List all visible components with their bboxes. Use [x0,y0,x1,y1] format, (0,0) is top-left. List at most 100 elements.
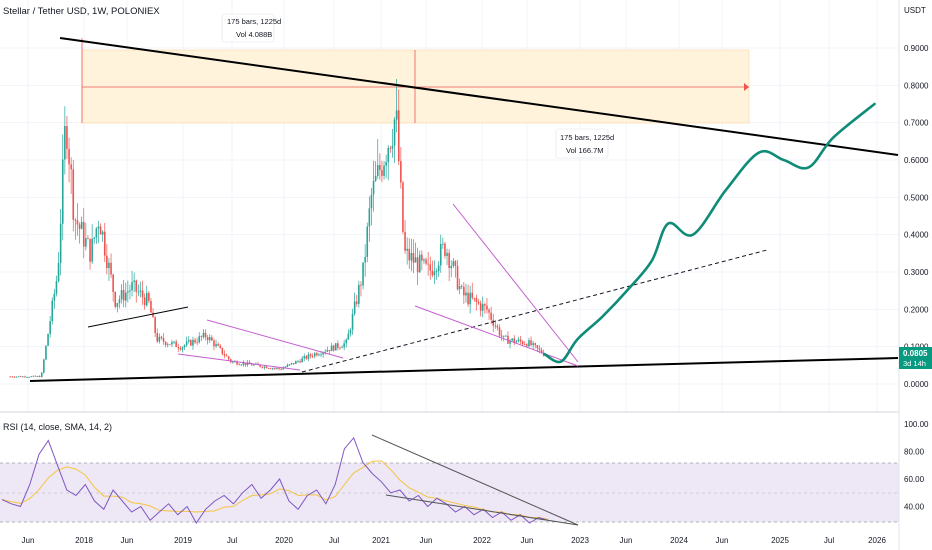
candle-body [530,340,532,346]
candle-body [66,126,68,149]
candle-body [47,333,49,346]
candle-body [372,180,375,195]
candle-body [528,340,530,347]
projection-curve[interactable] [543,102,876,364]
rsi-band [0,463,899,522]
dashed-trendline[interactable] [301,249,768,373]
candle-body [131,281,133,291]
rsi-trendline-bottom[interactable] [385,494,579,526]
candle-body [70,164,72,170]
measure-tooltip-1-vol: Vol 4.088B [236,30,272,39]
candle-body [11,376,14,378]
rsi-tick-label: 100.00 [904,420,929,429]
candle-body [328,350,331,352]
rsi-line[interactable] [1,436,549,524]
candle-body [127,291,129,293]
time-tick-label: 2026 [868,536,886,545]
candle-body [368,208,371,227]
price-tick-label: 0.4000 [904,231,929,240]
symbol-title[interactable]: Stellar / Tether USD, 1W, POLONIEX [3,6,160,17]
lower-trendline[interactable] [29,357,899,382]
wedge-1-top[interactable] [206,319,344,359]
candle-body [208,337,211,341]
candle-body [465,292,467,296]
candle-body [49,321,51,334]
candle-body [133,280,135,282]
candle-body [433,271,436,276]
candle-body [414,257,417,263]
price-tick-label: 0.6000 [904,156,929,165]
candle-body [223,353,226,356]
candle-body [496,325,499,328]
candle-body [227,356,230,360]
candle-body [301,358,303,363]
candle-body [179,348,182,350]
candle-body [324,351,327,353]
candle-body [345,339,348,344]
candle-body [280,368,282,370]
candle-body [53,293,56,301]
candle-body [446,252,448,257]
candle-body [448,252,450,268]
candle-body [250,364,253,366]
price-axis[interactable] [899,0,932,550]
candle-body [517,339,520,342]
rsi-trendline-top[interactable] [371,434,579,526]
candle-body [211,337,213,341]
time-tick-label: Jun [121,536,134,545]
upper-trendline[interactable] [59,37,899,156]
candle-body [198,336,201,343]
measure-tooltip-2-vol: Vol 166.7M [566,146,604,155]
candle-body [364,256,366,263]
time-tick-label: Jun [22,536,35,545]
candle-body [391,145,394,149]
candle-body [87,238,89,239]
time-axis-ticks: Jun 2018 Jun 2019 Jul 2020 Jul 2021 Jun 2022 Jun 20… [22,536,887,545]
candle-body [185,341,188,346]
candle-body [486,305,488,310]
measure-tooltip-1-bars: 175 bars, 1225d [227,17,281,26]
candle-body [118,299,121,304]
candle-body [171,342,173,345]
candle-body [72,169,75,220]
candle-body [137,291,140,293]
candle-body [116,303,119,307]
wedge-2-bottom[interactable] [414,305,579,367]
support-line-2018[interactable] [87,306,189,328]
candle-body [408,248,411,261]
candle-body [295,361,297,364]
candle-body [267,368,270,370]
candle-body [484,304,486,306]
candle-body [221,347,224,354]
candle-body [347,333,350,340]
candle-body [284,366,287,368]
candle-body [103,231,106,256]
candle-body [89,238,91,262]
rsi-axis-ticks: 100.00 80.00 60.00 40.00 [904,420,929,512]
candle-body [452,261,455,266]
candle-body [297,361,299,362]
candle-body [519,339,522,342]
wedge-2-top[interactable] [452,203,579,363]
candle-body [246,362,249,365]
candle-body [240,364,243,366]
price-tick-label: 0.2000 [904,305,929,314]
candle-body [397,110,400,162]
time-tick-label: 2024 [670,536,688,545]
candle-body [162,338,165,342]
candle-body [143,297,146,306]
measure-tooltip-2-box [555,128,609,159]
candle-body [370,194,373,209]
candle-body [505,335,507,337]
candle-body [395,110,398,120]
wedge-1-bottom[interactable] [177,353,301,371]
candle-body [454,261,457,266]
candle-body [500,335,503,337]
candle-body [511,338,513,341]
candle-body [536,345,539,349]
rsi-indicator-label[interactable]: RSI (14, close, SMA, 14, 2) [3,422,112,432]
candle-body [471,292,474,298]
candle-body [274,368,276,369]
candle-body [30,376,33,378]
